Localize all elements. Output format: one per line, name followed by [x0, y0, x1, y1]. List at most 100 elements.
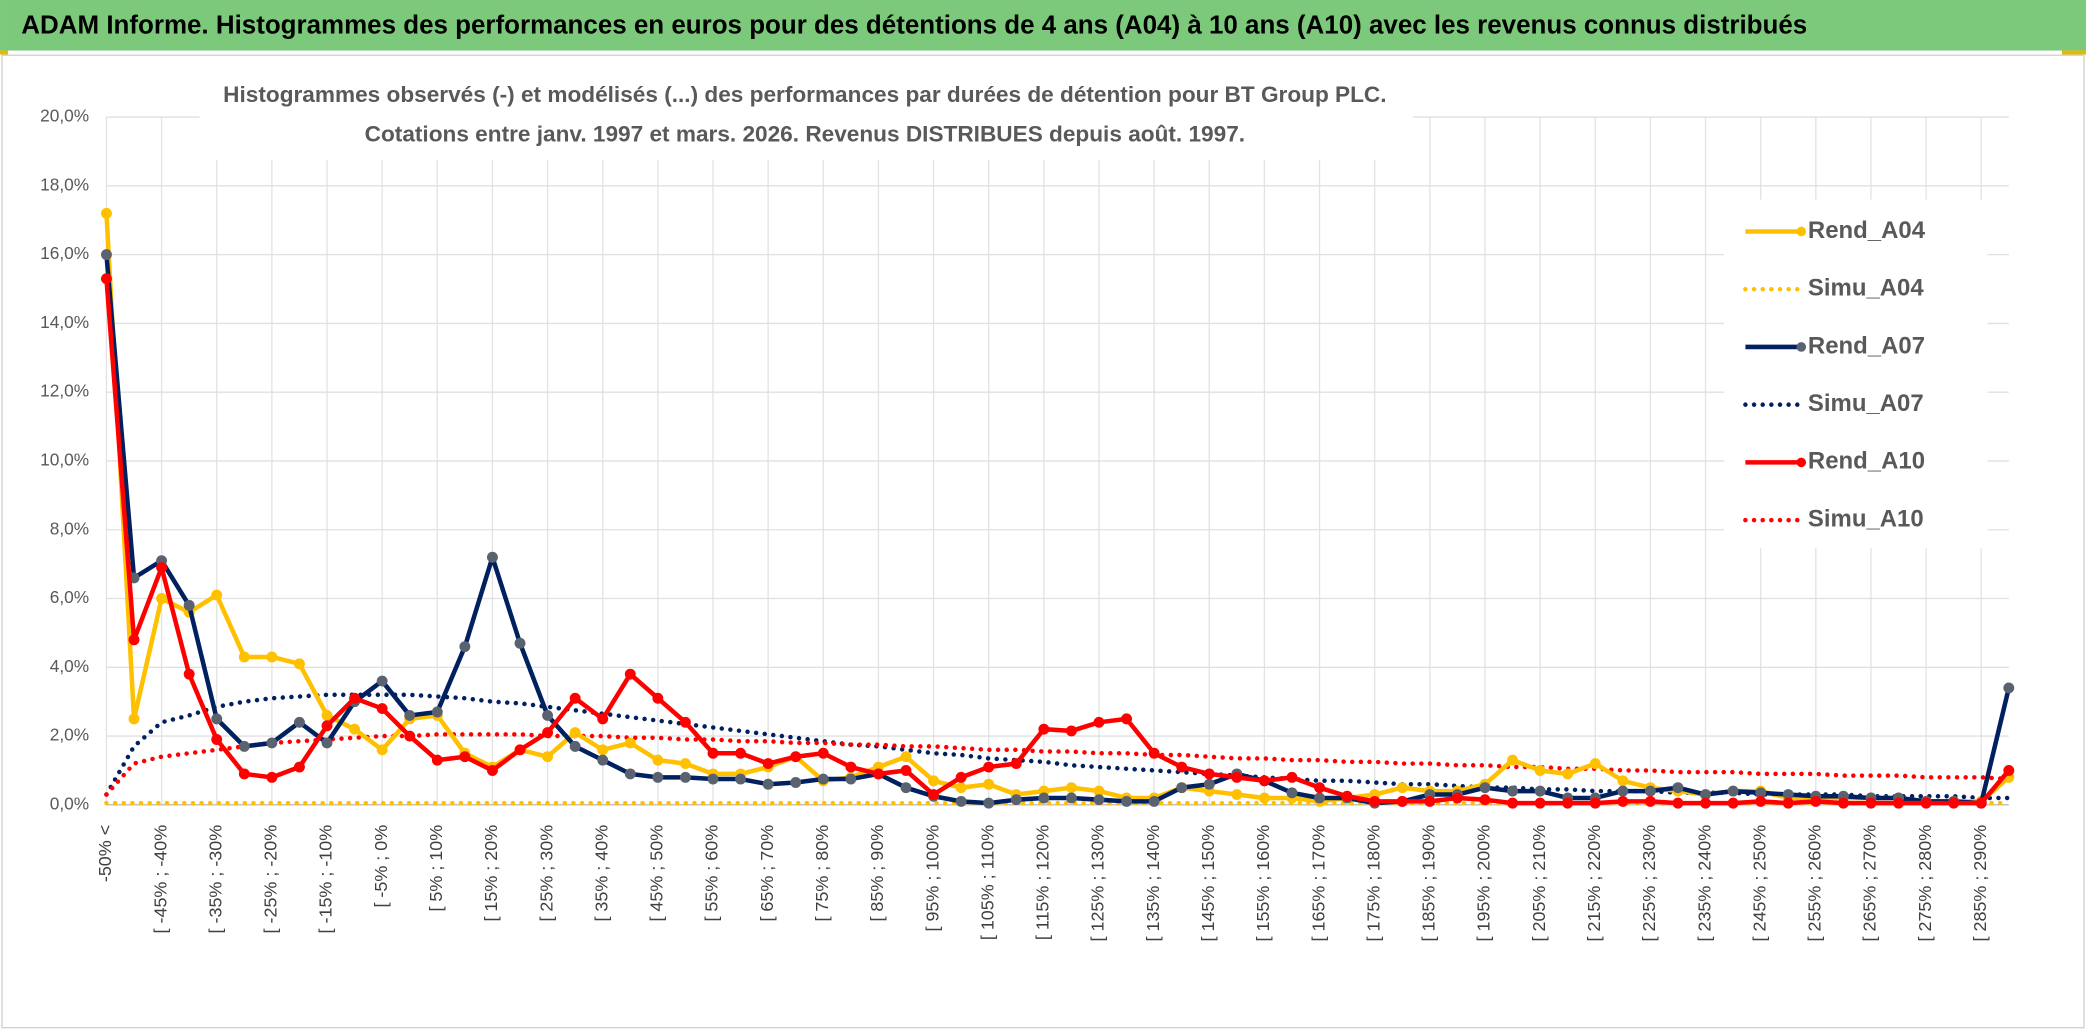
- x-tick-label: [ -35% ; -30%: [205, 825, 225, 934]
- data-point: [1617, 785, 1629, 797]
- x-tick-label: [ 105% ; 110%: [977, 825, 997, 940]
- data-point: [790, 777, 802, 788]
- data-point: [845, 761, 857, 773]
- data-point: [1121, 795, 1133, 807]
- data-point: [1479, 794, 1491, 806]
- data-point: [1837, 797, 1849, 809]
- x-tick-label: [ -15% ; -10%: [316, 825, 336, 934]
- legend-label: Rend_A04: [1808, 217, 1926, 244]
- header-bar: [0, 0, 2086, 51]
- data-point: [376, 703, 388, 715]
- chart-border: [1, 54, 2085, 1029]
- data-point: [569, 727, 581, 739]
- data-point: [790, 751, 802, 763]
- data-point: [293, 716, 305, 728]
- data-point: [1093, 716, 1105, 728]
- data-point: [514, 744, 526, 756]
- data-point: [1065, 792, 1077, 804]
- data-point: [2003, 765, 2015, 776]
- data-point: [1258, 775, 1270, 787]
- data-point: [1203, 768, 1215, 780]
- data-point: [100, 207, 112, 219]
- data-point: [128, 713, 140, 725]
- data-point: [376, 675, 388, 687]
- legend-label: Rend_A10: [1808, 448, 1925, 475]
- data-point: [1065, 782, 1077, 794]
- data-point: [1396, 795, 1408, 807]
- y-tick-label: 2,0%: [50, 725, 89, 745]
- data-point: [1507, 785, 1519, 797]
- chart-subtitle: Cotations entre janv. 1997 et mars. 2026…: [365, 122, 1245, 147]
- plot: [100, 207, 2015, 809]
- data-point: [679, 771, 691, 783]
- x-tick-label: [ 95% ; 100%: [922, 825, 942, 932]
- data-point: [845, 773, 857, 785]
- data-point: [238, 768, 250, 780]
- data-point: [1038, 792, 1050, 804]
- title-box: [199, 74, 1413, 160]
- x-tick-label: [ 275% ; 280%: [1915, 825, 1935, 942]
- y-tick-label: 14,0%: [40, 312, 89, 332]
- x-tick-label: [ 235% ; 240%: [1694, 825, 1714, 942]
- data-point: [321, 737, 333, 749]
- x-tick-label: [ 165% ; 170%: [1308, 825, 1328, 942]
- series-line: [104, 254, 2012, 806]
- x-tick-label: [ 135% ; 140%: [1143, 825, 1163, 942]
- data-point: [1341, 790, 1353, 802]
- legend-label: Rend_A07: [1808, 332, 1925, 359]
- data-point: [1065, 725, 1077, 737]
- x-tick-label: [ 115% ; 120%: [1033, 825, 1053, 940]
- x-tick-label: [ 65% ; 70%: [757, 825, 777, 922]
- x-tick-label: [ 255% ; 260%: [1805, 825, 1825, 942]
- data-point: [266, 651, 278, 663]
- data-point: [238, 651, 250, 663]
- data-point: [1644, 785, 1656, 797]
- data-point: [1507, 797, 1519, 809]
- data-point: [1176, 782, 1188, 794]
- data-point: [1589, 758, 1601, 770]
- corner: [0, 50, 9, 55]
- x-tick-label: [ 15% ; 20%: [481, 825, 501, 922]
- x-tick-label: [ 245% ; 250%: [1749, 825, 1769, 942]
- data-point: [707, 773, 719, 785]
- data-point: [1396, 782, 1408, 794]
- data-point: [211, 734, 223, 745]
- data-point: [459, 751, 471, 763]
- data-point: [1314, 792, 1326, 804]
- data-point: [486, 551, 498, 563]
- data-point: [1010, 794, 1022, 806]
- data-point: [1782, 797, 1794, 809]
- data-point: [1148, 747, 1160, 759]
- x-tick-label: [ 45% ; 50%: [647, 825, 667, 922]
- data-point: [1258, 792, 1270, 804]
- x-tick-label: [ 75% ; 80%: [812, 825, 832, 922]
- data-point: [652, 754, 664, 766]
- data-point: [597, 744, 609, 756]
- data-point: [431, 706, 443, 718]
- data-point: [817, 773, 829, 785]
- legend-label: Simu_A07: [1808, 390, 1924, 417]
- y-tick-label: 0,0%: [50, 793, 89, 813]
- data-point: [1700, 797, 1711, 809]
- x-tick-label: [ 265% ; 270%: [1860, 825, 1880, 942]
- data-point: [983, 761, 995, 773]
- x-tick-label: [ 25% ; 30%: [536, 825, 556, 922]
- data-point: [679, 758, 691, 770]
- header-title: ADAM Informe. Histogrammes des performan…: [21, 11, 1807, 39]
- data-point: [459, 641, 471, 653]
- series-line: [104, 692, 2012, 801]
- data-point: [183, 599, 195, 611]
- data-point: [624, 737, 636, 749]
- x-tick-label: [ 225% ; 230%: [1639, 825, 1659, 942]
- legend-marker: [1796, 342, 1807, 352]
- data-point: [1617, 795, 1629, 807]
- data-point: [514, 637, 526, 649]
- data-point: [349, 692, 361, 704]
- corner: [2062, 50, 2086, 55]
- data-point: [238, 740, 250, 752]
- data-point: [1865, 797, 1877, 809]
- data-point: [100, 273, 112, 285]
- data-point: [983, 797, 995, 809]
- data-point: [1562, 768, 1574, 780]
- x-tick-label: [ 35% ; 40%: [591, 825, 611, 922]
